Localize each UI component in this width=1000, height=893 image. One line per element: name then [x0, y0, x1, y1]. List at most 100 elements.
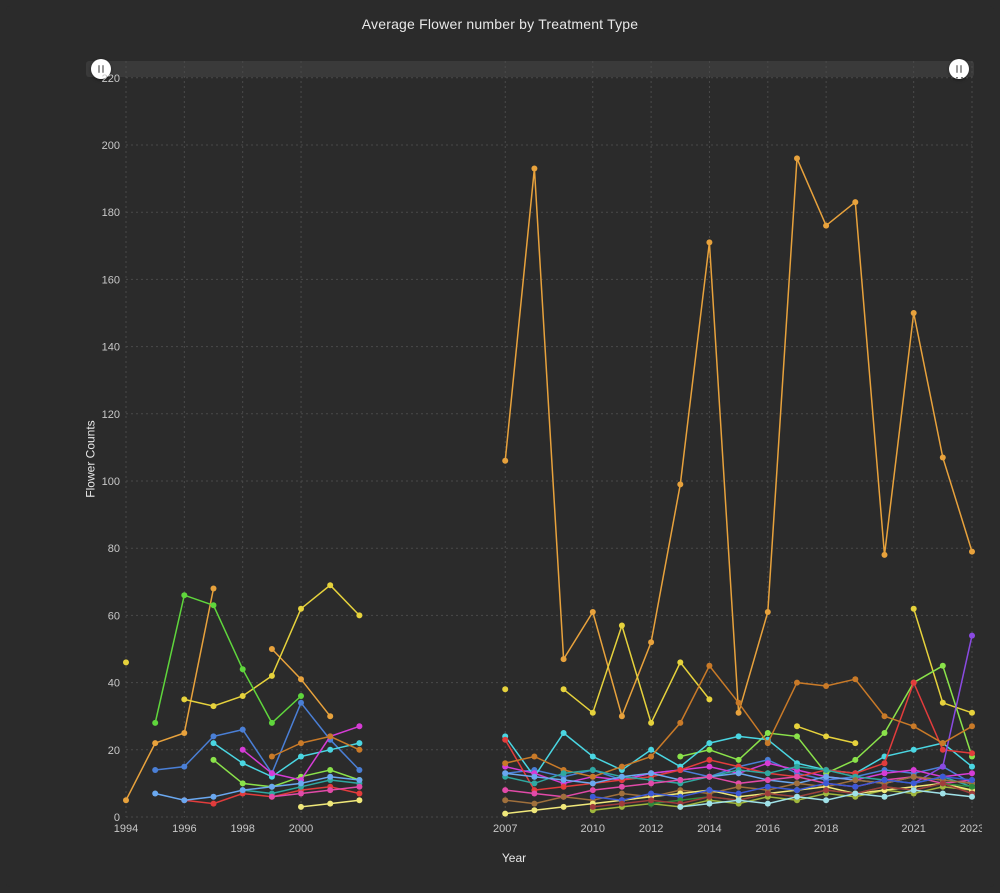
svg-text:1996: 1996 [172, 823, 196, 835]
point-teal [590, 767, 596, 773]
point-orange-high [794, 155, 800, 161]
point-green-lime [852, 757, 858, 763]
point-blue-navy [823, 780, 829, 786]
point-orange-dark [823, 683, 829, 689]
svg-text:2010: 2010 [581, 823, 605, 835]
point-cyan [240, 760, 246, 766]
point-brown [531, 801, 537, 807]
point-magenta [356, 723, 362, 729]
point-green-lime [677, 754, 683, 760]
point-yellow-mid [181, 696, 187, 702]
point-orange-high [298, 676, 304, 682]
point-yellow-mid [327, 582, 333, 588]
svg-text:2023: 2023 [960, 823, 982, 835]
svg-text:2012: 2012 [639, 823, 663, 835]
point-pink [269, 794, 275, 800]
svg-text:60: 60 [108, 610, 120, 622]
point-blue-light [590, 780, 596, 786]
point-yellow-pale [356, 797, 362, 803]
point-red [211, 801, 217, 807]
point-green-bright [181, 592, 187, 598]
point-orange-dark [502, 760, 508, 766]
point-orange-dark [736, 700, 742, 706]
point-pink [531, 791, 537, 797]
point-cyan-pale [736, 797, 742, 803]
point-cyan-pale [882, 794, 888, 800]
point-pink [706, 774, 712, 780]
svg-text:1998: 1998 [230, 823, 254, 835]
point-yellow-mid [561, 686, 567, 692]
point-yellow-mid [648, 720, 654, 726]
point-purple [969, 633, 975, 639]
point-purple [940, 764, 946, 770]
point-magenta [706, 764, 712, 770]
point-blue-light [736, 770, 742, 776]
point-cyan [356, 740, 362, 746]
point-blue-steel [240, 727, 246, 733]
point-green-lime [794, 733, 800, 739]
point-red-dark [648, 797, 654, 803]
point-blue-light [181, 797, 187, 803]
point-orange-high [765, 609, 771, 615]
point-blue-steel [356, 767, 362, 773]
point-blue-navy [794, 787, 800, 793]
point-orange-dark [531, 754, 537, 760]
point-yellow-pale [327, 801, 333, 807]
point-blue-light [648, 770, 654, 776]
svg-text:200: 200 [102, 140, 120, 152]
point-yellow-mid [123, 659, 129, 665]
point-blue-light [619, 774, 625, 780]
point-blue-steel [181, 764, 187, 770]
point-pink [327, 787, 333, 793]
point-blue-navy [852, 784, 858, 790]
point-orange-dark [648, 754, 654, 760]
point-orange-dark [940, 740, 946, 746]
plot-svg: 0204060801001201401601802002201994199619… [96, 51, 982, 837]
point-orange-high [211, 586, 217, 592]
point-cyan [911, 747, 917, 753]
point-pink [648, 780, 654, 786]
point-cyan [736, 733, 742, 739]
point-green-bright [240, 666, 246, 672]
point-green-bright [298, 693, 304, 699]
point-blue-navy [648, 791, 654, 797]
point-magenta [882, 770, 888, 776]
point-yellow-mid [356, 612, 362, 618]
svg-text:120: 120 [102, 409, 120, 421]
svg-text:220: 220 [102, 73, 120, 85]
point-orange-high [561, 656, 567, 662]
x-axis-label: Year [502, 851, 526, 865]
point-pink [502, 787, 508, 793]
point-orange-dark [969, 723, 975, 729]
point-orange-high [677, 481, 683, 487]
point-orange-dark [327, 733, 333, 739]
svg-text:2000: 2000 [289, 823, 313, 835]
point-blue-light [211, 794, 217, 800]
point-blue-light [152, 791, 158, 797]
point-cyan-pale [794, 794, 800, 800]
point-orange-dark [590, 774, 596, 780]
point-cyan-pale [852, 791, 858, 797]
point-red [969, 750, 975, 756]
point-pink [765, 777, 771, 783]
point-brown [794, 780, 800, 786]
point-orange-dark [298, 740, 304, 746]
point-green-lime [765, 730, 771, 736]
point-yellow-mid [706, 696, 712, 702]
point-green-bright [152, 720, 158, 726]
svg-text:2018: 2018 [814, 823, 838, 835]
point-cyan-pale [823, 797, 829, 803]
point-pink [298, 791, 304, 797]
point-blue-light [356, 777, 362, 783]
point-green-lime [940, 663, 946, 669]
point-teal [794, 764, 800, 770]
point-pink [356, 784, 362, 790]
svg-text:140: 140 [102, 342, 120, 354]
chart-title: Average Flower number by Treatment Type [6, 16, 994, 32]
point-teal [823, 767, 829, 773]
point-cyan-pale [677, 804, 683, 810]
point-cyan [561, 730, 567, 736]
point-orange-high [969, 549, 975, 555]
point-blue-navy [736, 791, 742, 797]
point-orange-dark [269, 754, 275, 760]
